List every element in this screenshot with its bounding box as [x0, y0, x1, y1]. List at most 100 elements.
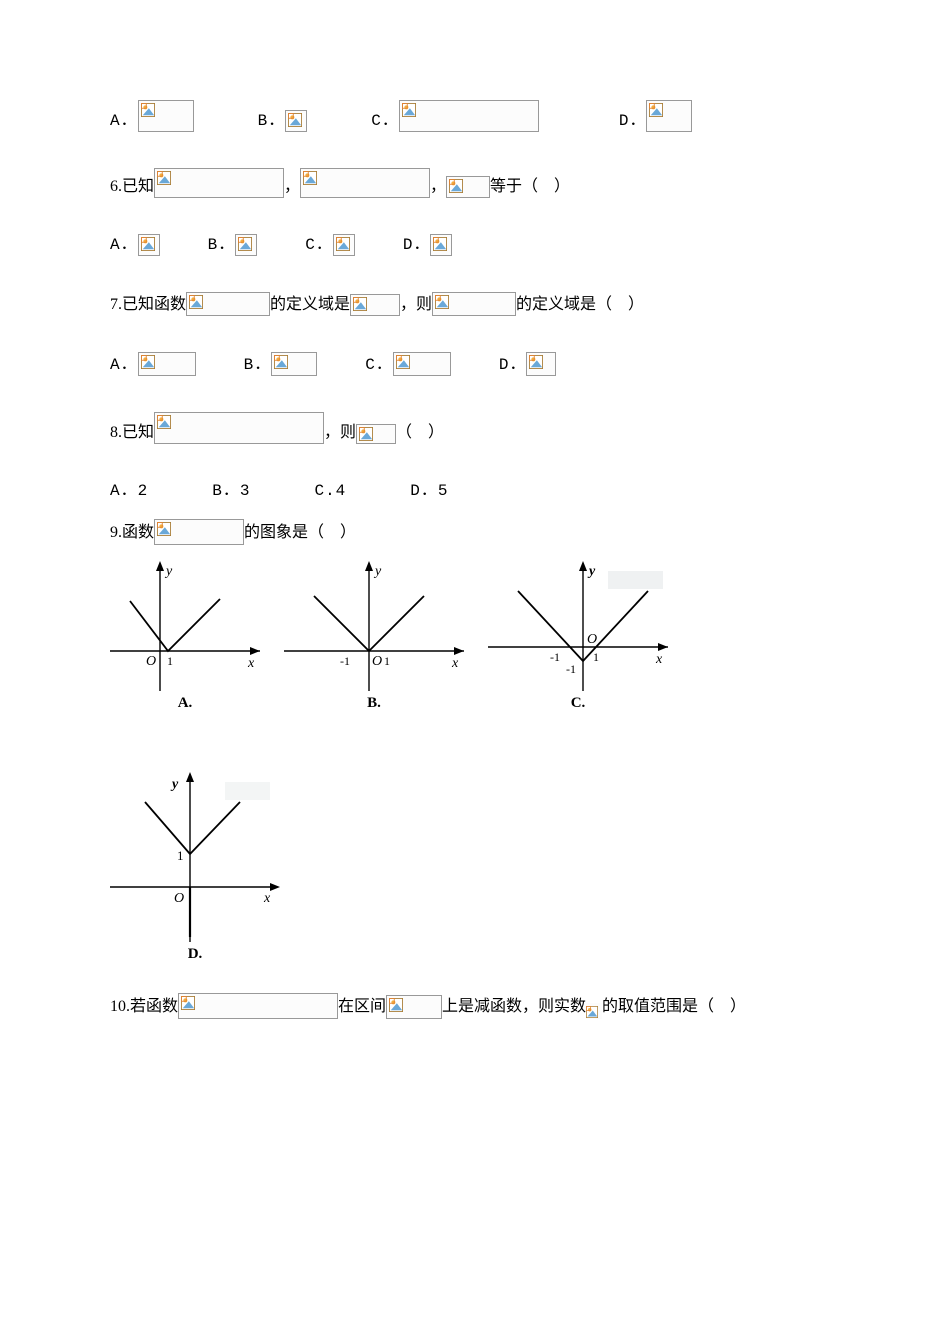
broken-image-icon [396, 355, 410, 369]
broken-image-icon [288, 113, 302, 127]
q5-optB-label: B． [258, 110, 286, 132]
q10-stem: 10.若函数 在区间 上是减函数，则实数 的取值范围是（ ） [110, 993, 840, 1019]
spacer [539, 110, 619, 132]
q9-graph-A: O 1 x y A. [110, 561, 260, 712]
q9-label-A: A. [110, 695, 260, 712]
q7-box2 [350, 294, 400, 316]
q7-optC-label: C． [365, 354, 393, 376]
q9-graph-D: O 1 x y D. [110, 772, 280, 963]
q8-optA: A．2 [110, 480, 148, 502]
broken-image-icon [389, 998, 403, 1012]
svg-text:O: O [372, 654, 382, 669]
spacer [355, 234, 403, 256]
svg-text:x: x [655, 652, 663, 667]
q6-optB-box [235, 234, 257, 256]
broken-image-icon [189, 295, 203, 309]
q7-box1 [186, 292, 270, 316]
q7-optD-box [526, 352, 556, 376]
q7-optA-box [138, 352, 196, 376]
page-root: A． B． C． D． 6.已知 ， ， [0, 0, 950, 1089]
svg-text:x: x [247, 656, 255, 671]
q9-label-C: C. [488, 695, 668, 712]
q7-optC-box [393, 352, 451, 376]
spacer [148, 480, 212, 502]
svg-text:O: O [587, 632, 597, 647]
q6-optA-label: A． [110, 234, 138, 256]
svg-text:O: O [174, 891, 184, 906]
q9-graph-C: O -1 1 -1 x y C. [488, 561, 668, 712]
q10-box2 [386, 995, 442, 1019]
q9-graph-B: O -1 1 x y B. [284, 561, 464, 712]
q7-box3 [432, 292, 516, 316]
q6-mid2: ， [430, 176, 446, 198]
q5-optB-box [285, 110, 307, 132]
svg-text:y: y [164, 564, 173, 579]
broken-image-icon [181, 996, 195, 1010]
spacer [346, 480, 410, 502]
q5-optC-box [399, 100, 539, 132]
q9-tail: 的图象是（ ） [244, 522, 356, 544]
q5-optD-box [646, 100, 692, 132]
q8-tail: （ ） [396, 422, 444, 444]
broken-image-icon [141, 103, 155, 117]
svg-text:-1: -1 [566, 662, 576, 676]
svg-text:-1: -1 [340, 654, 350, 668]
q9-box [154, 519, 244, 545]
broken-image-icon [336, 237, 350, 251]
spacer [451, 354, 499, 376]
q8-mid1: ，则 [324, 422, 356, 444]
q6-optC-box [333, 234, 355, 256]
q7-optB-label: B． [244, 354, 272, 376]
broken-image-icon [433, 237, 447, 251]
q7-mid1: 的定义域是 [270, 294, 350, 316]
q6-options: A． B． C． D． [110, 234, 840, 256]
broken-image-icon [303, 171, 317, 185]
spacer [196, 354, 244, 376]
q9-label-B: B. [284, 695, 464, 712]
broken-image-icon [157, 522, 171, 536]
broken-image-icon [449, 179, 463, 193]
svg-text:y: y [373, 564, 382, 579]
q6-mid1: ， [284, 176, 300, 198]
q6-lead: 6.已知 [110, 176, 154, 198]
q5-optD-label: D． [619, 110, 647, 132]
q6-box2 [300, 168, 430, 198]
q5-optA-label: A． [110, 110, 138, 132]
q5-options: A． B． C． D． [110, 100, 840, 132]
q6-optD-box [430, 234, 452, 256]
q7-stem: 7.已知函数 的定义域是 ，则 的定义域是（ ） [110, 292, 840, 316]
q10-mid2: 上是减函数，则实数 [442, 996, 586, 1018]
q10-box1 [178, 993, 338, 1019]
q6-stem: 6.已知 ， ， 等于（ ） [110, 168, 840, 198]
svg-text:x: x [263, 891, 271, 906]
q9-stem: 9.函数 的图象是（ ） [110, 519, 840, 545]
broken-image-icon [141, 355, 155, 369]
q7-optB-box [271, 352, 317, 376]
q10-mid1: 在区间 [338, 996, 386, 1018]
spacer [250, 480, 314, 502]
spacer [257, 234, 305, 256]
svg-text:x: x [451, 656, 459, 671]
svg-text:O: O [146, 654, 156, 669]
q7-mid2: ，则 [400, 294, 432, 316]
q10-tail: 的取值范围是（ ） [602, 996, 746, 1018]
q9-lead: 9.函数 [110, 522, 154, 544]
broken-image-icon [157, 415, 171, 429]
spacer [194, 110, 258, 132]
q10-lead: 10.若函数 [110, 996, 178, 1018]
q9-graphs-row1: O 1 x y A. O -1 1 x y B. [110, 561, 840, 712]
q9-graph-D-wrap: O 1 x y D. [110, 772, 840, 963]
q6-box1 [154, 168, 284, 198]
q8-stem: 8.已知 ，则 （ ） [110, 412, 840, 444]
svg-text:1: 1 [177, 848, 184, 863]
q6-box3 [446, 176, 490, 198]
spacer [317, 354, 365, 376]
broken-image-icon [586, 1006, 598, 1018]
broken-image-icon [649, 103, 663, 117]
q8-optD: D．5 [410, 480, 448, 502]
q6-tail: 等于（ ） [490, 176, 570, 198]
q8-box2 [356, 424, 396, 444]
q8-optC: C.4 [314, 480, 346, 502]
broken-image-icon [238, 237, 252, 251]
svg-text:1: 1 [167, 654, 173, 668]
